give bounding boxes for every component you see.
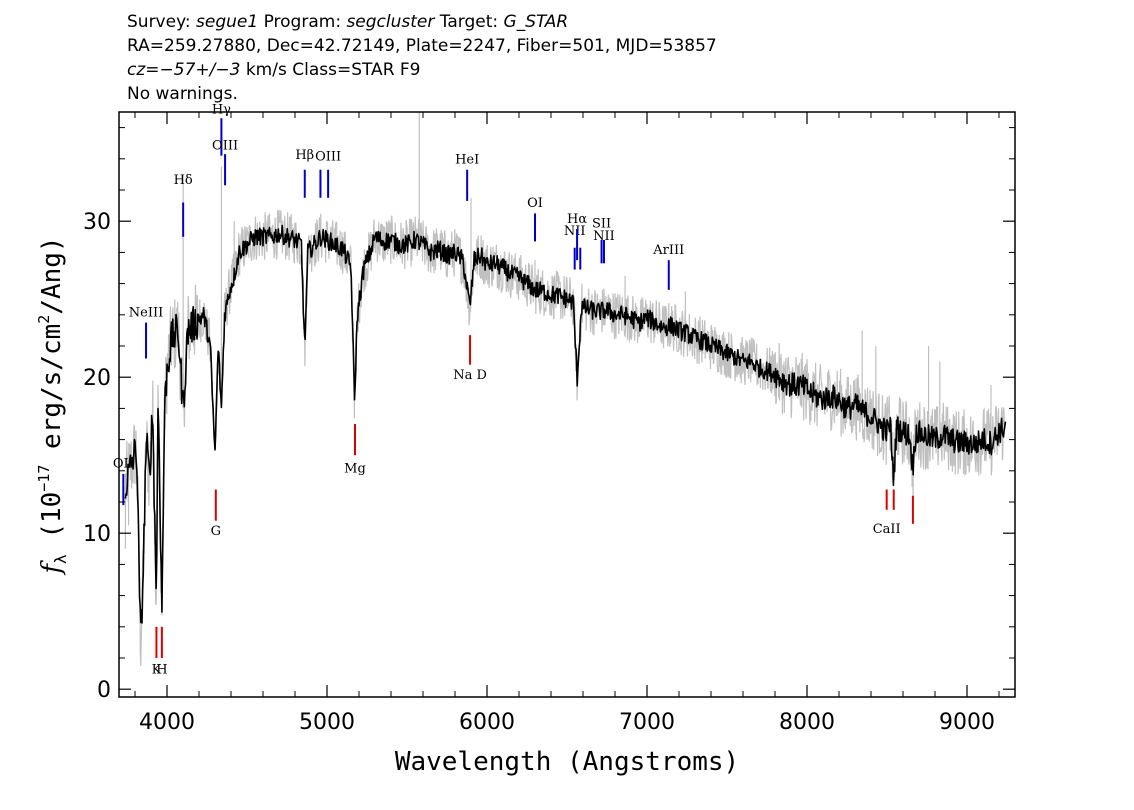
plot-frame (118, 111, 1016, 698)
spectrum-header: Survey: segue1 Program: segcluster Targe… (127, 10, 717, 106)
emission-line-label: NII (593, 229, 615, 244)
y-axis-title: fλ (10−17 erg/s/cm2/Ang) (35, 236, 70, 575)
emission-line-label: Hγ (212, 103, 231, 118)
survey-name: segue1 (196, 12, 259, 32)
absorption-line-label: H (156, 663, 167, 678)
flux-trace (124, 224, 1007, 624)
absorption-line-label: CaII (873, 522, 901, 537)
emission-line-label: Hδ (174, 173, 193, 188)
flux-series (124, 224, 1007, 624)
header-line-4: No warnings. (127, 84, 238, 104)
program-name: segcluster (346, 12, 435, 32)
y-tick-label: 10 (83, 522, 111, 547)
emission-line-label: Hα (567, 212, 587, 227)
emission-line-label: HeI (455, 152, 479, 167)
x-axis-title: Wavelength (Angstroms) (395, 747, 739, 777)
redshift-value: =−57+/−3 (145, 60, 241, 80)
x-tick-label: 5000 (299, 710, 355, 735)
emission-line-label: NeIII (129, 305, 163, 320)
error-trace (124, 209, 1006, 667)
y-tick-label: 0 (97, 678, 111, 703)
emission-line-label: Hβ (295, 148, 314, 163)
emission-line-label: OIII (212, 138, 238, 153)
emission-line-label: SII (592, 216, 611, 231)
target-name: G_STAR (503, 12, 569, 32)
emission-line-label: NII (564, 224, 586, 239)
header-line-3: cz=−57+/−3 km/s Class=STAR F9 (127, 60, 421, 80)
emission-line-label: OIII (315, 149, 341, 164)
x-tick-label: 9000 (939, 710, 995, 735)
absorption-line-label: Na D (453, 368, 487, 383)
y-tick-label: 20 (83, 366, 111, 391)
absorption-line-label: K (152, 663, 162, 678)
emission-line-label: ArIII (652, 243, 684, 258)
header-line-2: RA=259.27880, Dec=42.72149, Plate=2247, … (127, 36, 717, 56)
error-band (124, 112, 1006, 667)
emission-line-label: OI (527, 196, 543, 211)
x-tick-label: 4000 (139, 710, 195, 735)
x-tick-label: 7000 (619, 710, 675, 735)
axis-ticks: 4000 5000 6000 7000 8000 9000 0 10 20 30 (83, 112, 1015, 735)
x-tick-label: 8000 (779, 710, 835, 735)
absorption-line-label: Mg (344, 461, 366, 476)
y-tick-label: 30 (83, 210, 111, 235)
emission-line-label: OII (113, 457, 134, 472)
x-tick-label: 6000 (459, 710, 515, 735)
absorption-line-label: G (211, 524, 221, 539)
header-line-1: Survey: segue1 Program: segcluster Targe… (127, 12, 569, 32)
